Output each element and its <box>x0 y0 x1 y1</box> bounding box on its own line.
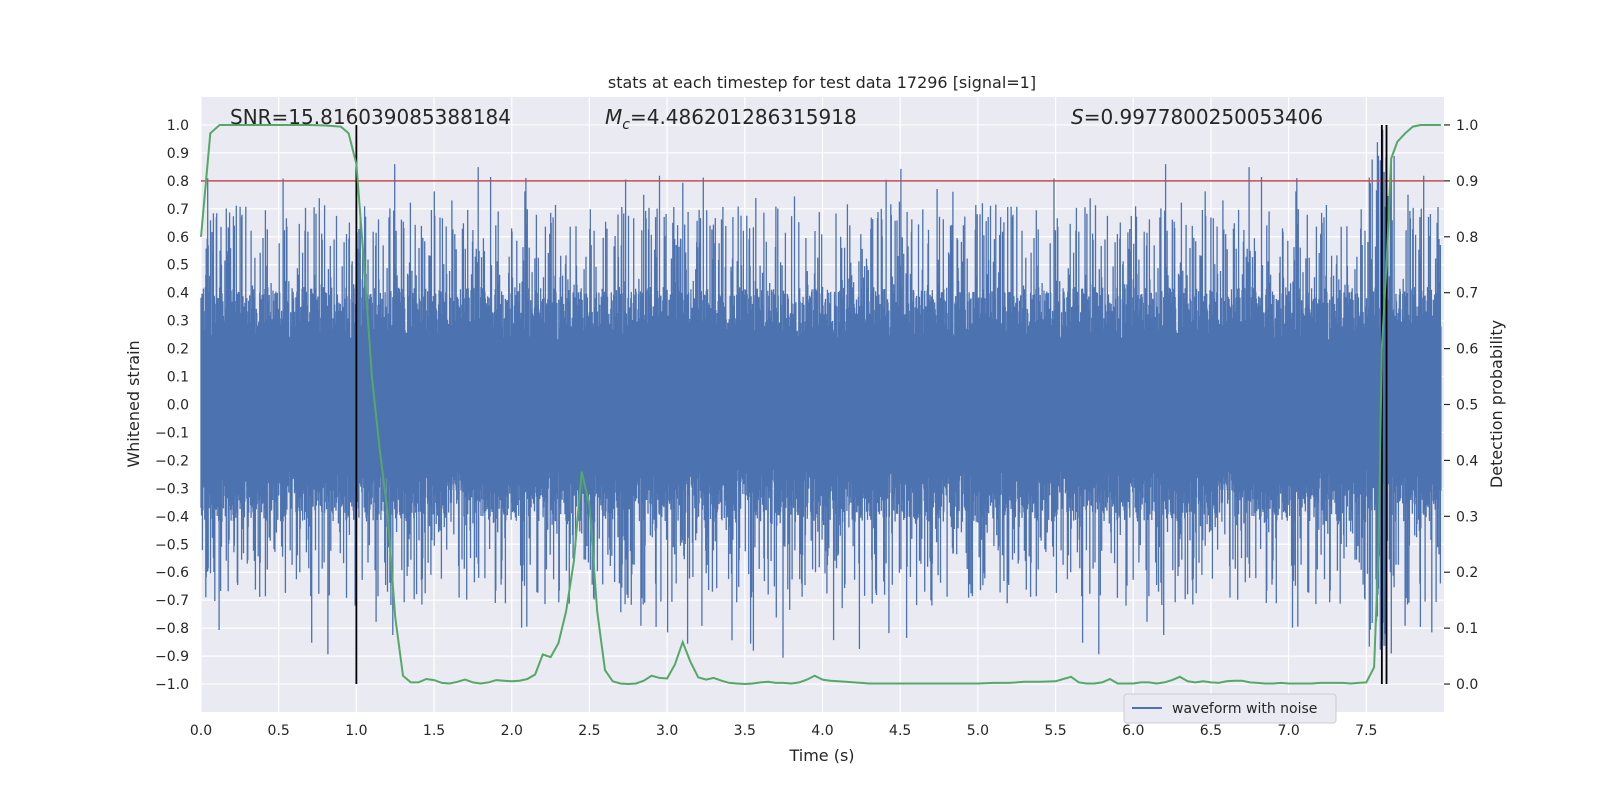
y-tick-label: 0.7 <box>167 202 189 218</box>
x-tick-label: 3.5 <box>734 723 756 739</box>
x-axis-ticks: 0.0 0.5 1.0 1.5 2.0 2.5 3.0 3.5 4.0 4.5 5.0 5.5 6.0 6… <box>190 723 1378 739</box>
x-tick-label: 3.0 <box>656 723 678 739</box>
mc-symbol: M <box>605 105 622 129</box>
y-tick-label: 0.8 <box>167 174 189 190</box>
x-tick-label: 7.0 <box>1277 723 1299 739</box>
s-annotation: S=0.9977800250053406 <box>1071 105 1323 129</box>
chart-title: stats at each timestep for test data 172… <box>608 73 1036 92</box>
y-tick-label: −0.1 <box>155 425 189 441</box>
x-tick-label: 2.5 <box>578 723 600 739</box>
y-tick-label: −0.6 <box>155 565 189 581</box>
y-axis-ticks: 1.0 0.9 0.8 0.7 0.6 0.5 0.4 0.3 0.2 0.1 0.0 −0.1 −0.… <box>155 118 189 693</box>
x-tick-label: 5.0 <box>967 723 989 739</box>
x-tick-label: 4.0 <box>811 723 833 739</box>
detection-probability-line <box>200 124 1441 686</box>
y2-tick-label: 0.5 <box>1456 398 1478 414</box>
y2-tick-label: 0.4 <box>1456 453 1478 469</box>
y-tick-label: −0.8 <box>155 621 189 637</box>
x-tick-label: 6.5 <box>1200 723 1222 739</box>
y-tick-label: −0.7 <box>155 593 189 609</box>
y-tick-label: 1.0 <box>167 118 189 134</box>
y-tick-label: 0.3 <box>167 314 189 330</box>
s-value: =0.9977800250053406 <box>1084 105 1323 129</box>
y-tick-label: 0.1 <box>167 370 189 386</box>
waveform-series <box>200 129 1442 658</box>
x-tick-label: 7.5 <box>1355 723 1377 739</box>
x-tick-label: 1.5 <box>423 723 445 739</box>
y-tick-label: −0.4 <box>155 509 189 525</box>
x-tick-label: 0.5 <box>268 723 290 739</box>
legend-box <box>1123 693 1337 724</box>
s-symbol: S <box>1071 105 1084 129</box>
y-tick-label: −0.2 <box>155 453 189 469</box>
y2-tick-label: 0.8 <box>1456 230 1478 246</box>
y2-tick-label: 0.9 <box>1456 174 1478 190</box>
y2-tick-label: 0.3 <box>1456 509 1478 525</box>
y-axis-label: Whitened strain <box>124 340 143 467</box>
mc-annotation: Mc=4.486201286315918 <box>605 105 857 133</box>
x-tick-label: 5.5 <box>1044 723 1066 739</box>
y2-axis-label: Detection probability <box>1487 320 1506 488</box>
mc-value: =4.486201286315918 <box>630 105 857 129</box>
y-tick-label: 0.0 <box>167 398 189 414</box>
y-tick-label: 0.2 <box>167 342 189 358</box>
y-tick-label: 0.9 <box>167 146 189 162</box>
y-tick-label: −1.0 <box>155 677 189 693</box>
waveform-trace <box>200 129 1442 658</box>
y-tick-label: −0.3 <box>155 481 189 497</box>
x-tick-label: 6.0 <box>1122 723 1144 739</box>
y2-tick-label: 0.1 <box>1456 621 1478 637</box>
x-tick-label: 0.0 <box>190 723 212 739</box>
x-tick-label: 4.5 <box>889 723 911 739</box>
y-tick-label: 0.4 <box>167 286 189 302</box>
mc-subscript: c <box>622 117 630 133</box>
x-tick-label: 2.0 <box>501 723 523 739</box>
y2-tick-label: 1.0 <box>1456 118 1478 134</box>
y-tick-label: −0.5 <box>155 537 189 553</box>
x-axis-label: Time (s) <box>788 746 854 765</box>
legend-label-waveform: waveform with noise <box>1172 701 1317 717</box>
x-tick-label: 1.0 <box>345 723 367 739</box>
y-tick-label: 0.5 <box>167 258 189 274</box>
y-tick-label: −0.9 <box>155 649 189 665</box>
y2-tick-label: 0.2 <box>1456 565 1478 581</box>
y-tick-label: 0.6 <box>167 230 189 246</box>
y2-axis-ticks: 1.0 0.9 0.8 0.7 0.6 0.5 0.4 0.3 0.2 0.1 0.0 <box>1444 118 1478 693</box>
y2-tick-label: 0.7 <box>1456 286 1478 302</box>
legend: waveform with noise <box>1123 693 1337 724</box>
y2-tick-label: 0.6 <box>1456 342 1478 358</box>
y2-tick-label: 0.0 <box>1456 677 1478 693</box>
snr-annotation: SNR=15.816039085388184 <box>230 105 511 129</box>
